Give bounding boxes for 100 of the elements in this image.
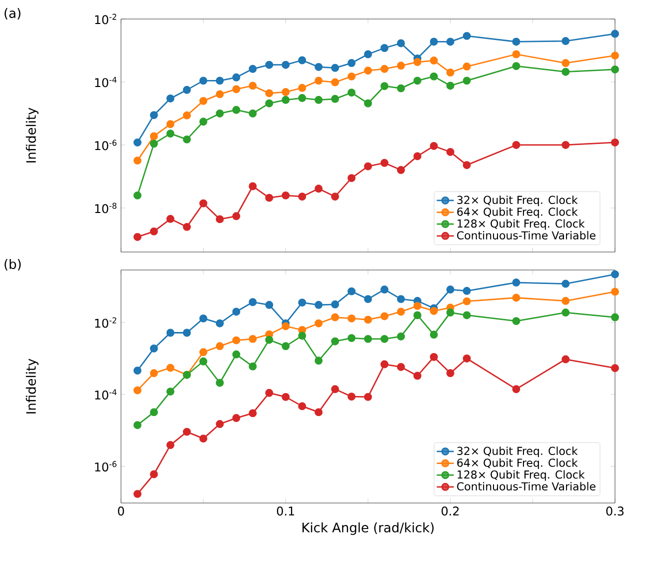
point [562,308,570,317]
point [298,332,306,340]
point [133,138,142,146]
point [512,38,520,46]
y-tick-label: 10$^{-4}$ [95,389,117,400]
point [430,142,438,150]
point [380,44,388,52]
point [611,288,619,296]
point [216,109,224,118]
point [298,298,306,307]
point [248,298,257,306]
point [133,366,142,375]
point [611,30,619,38]
point [413,152,422,160]
point [150,132,158,140]
point [364,99,372,108]
point [265,99,274,108]
point [430,353,438,361]
point [380,360,388,368]
point [611,364,619,372]
point [232,85,240,94]
point [364,66,372,75]
point [298,94,306,102]
point [248,182,257,190]
x-tick-label: 0.3 [606,506,624,516]
point [512,278,520,287]
point [446,82,454,90]
point [396,332,405,340]
point [562,68,570,76]
point [133,421,142,430]
point [331,64,340,72]
legend-label: Continuous-Time Variable [457,482,596,490]
point [133,232,142,241]
point [216,215,224,224]
point [282,191,290,200]
point [446,148,454,156]
point [348,88,356,97]
point [150,369,158,378]
point [380,158,388,167]
point [462,354,471,362]
point [396,84,405,92]
point [282,392,290,401]
legend-label: 64× Qubit Freq. Clock [457,458,578,469]
point [348,59,356,68]
point [562,59,570,68]
x-tick-label: 0 [118,506,124,516]
point [562,296,570,305]
point [430,38,438,46]
point [430,306,438,315]
point [232,106,240,114]
point [611,270,619,278]
point [331,78,340,86]
point [133,490,142,498]
point [331,94,340,103]
point [199,118,208,126]
point [396,308,405,316]
point [396,166,405,174]
point [216,378,224,387]
point [348,334,356,342]
point [166,120,174,128]
point [248,109,257,118]
legend-label: 32× Qubit Freq. Clock [457,446,578,458]
point [232,308,240,316]
point [314,96,323,104]
point [182,86,191,94]
point [462,32,471,40]
point [232,73,240,82]
point [348,174,356,182]
point [182,135,191,144]
y-tick-label: 10$^{-2}$ [95,14,116,24]
point [512,385,520,394]
point [265,388,274,397]
point [248,334,257,343]
point [298,84,306,92]
point [430,56,438,65]
point [150,227,158,236]
point [265,89,274,98]
point [133,386,142,394]
point [462,76,471,85]
y-tick-label: 10$^{-4}$ [95,76,117,88]
point [562,280,570,288]
point [314,408,323,416]
point [462,311,471,320]
point [265,194,274,202]
point [216,319,224,328]
point [199,357,208,366]
point [248,82,257,90]
point [611,138,619,146]
point [298,56,306,64]
y-tick-label: 10$^{-2}$ [95,317,116,328]
point [446,68,454,76]
point [462,297,471,306]
point [462,161,471,170]
legend-label: 32× Qubit Freq. Clock [457,196,578,206]
point [199,96,208,105]
point [314,184,323,193]
point [232,350,240,358]
legend-label: 128× Qubit Freq. Clock [458,219,585,230]
point [396,295,405,304]
point [446,369,454,378]
